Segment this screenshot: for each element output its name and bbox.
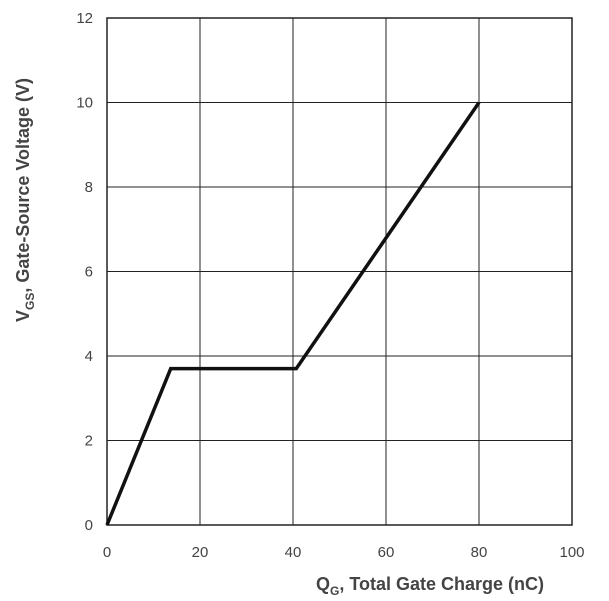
y-tick-label: 6: [85, 264, 93, 281]
y-tick-label: 4: [85, 348, 93, 365]
y-tick-labels: 0 2 4 6 8 10 12: [76, 10, 93, 534]
y-tick-label: 10: [76, 95, 93, 112]
y-tick-label: 8: [85, 179, 93, 196]
x-tick-label: 40: [285, 544, 302, 561]
series-layer: [105, 101, 481, 526]
x-axis-title-subscript: G: [330, 584, 339, 598]
x-tick-label: 60: [378, 544, 395, 561]
y-axis-title-rest: , Gate-Source Voltage (V): [13, 78, 33, 293]
y-axis-title: VGS, Gate-Source Voltage (V): [13, 78, 37, 322]
x-tick-label: 0: [103, 544, 111, 561]
y-tick-label: 12: [76, 10, 93, 27]
x-tick-label: 100: [559, 544, 584, 561]
x-axis-title: QG, Total Gate Charge (nC): [316, 574, 544, 598]
x-tick-label: 80: [471, 544, 488, 561]
y-axis-title-subscript: GS: [23, 293, 37, 310]
y-tick-label: 2: [85, 433, 93, 450]
x-axis-title-rest: , Total Gate Charge (nC): [339, 574, 544, 594]
x-tick-label: 20: [192, 544, 209, 561]
grid-lines: [106, 17, 573, 526]
plot-frame: [106, 17, 573, 526]
x-axis-title-main: Q: [316, 574, 330, 594]
y-axis-title-main: V: [13, 310, 33, 322]
x-tick-labels: 0 20 40 60 80 100: [103, 544, 585, 561]
series-line-1: [105, 101, 481, 526]
y-tick-label: 0: [85, 517, 93, 534]
